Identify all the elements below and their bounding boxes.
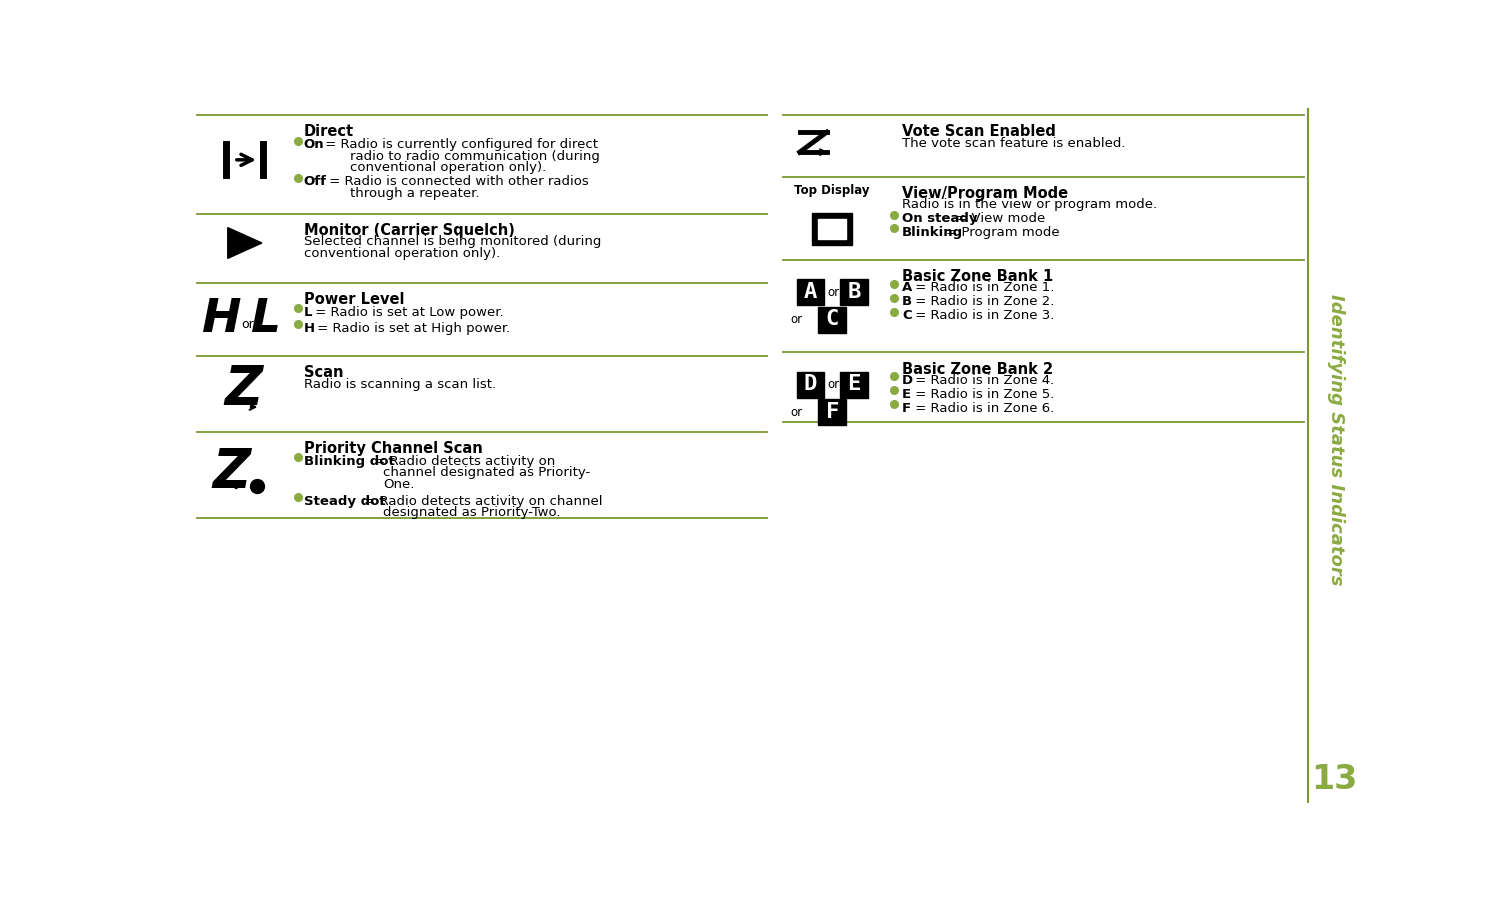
Text: conventional operation only).: conventional operation only).	[304, 247, 500, 260]
Text: = Radio is set at Low power.: = Radio is set at Low power.	[311, 306, 503, 319]
Text: or: or	[242, 318, 254, 331]
Bar	[797, 372, 824, 398]
Text: C: C	[903, 309, 912, 322]
Text: channel designated as Priority-: channel designated as Priority-	[383, 466, 590, 479]
Text: Off: Off	[304, 175, 327, 189]
Text: 13: 13	[1311, 763, 1358, 796]
Text: Vote Scan Enabled: Vote Scan Enabled	[903, 124, 1055, 140]
Bar	[812, 213, 853, 245]
Text: or: or	[827, 378, 839, 391]
Text: Z: Z	[213, 446, 251, 499]
Bar	[818, 307, 847, 333]
Bar	[841, 372, 868, 398]
Text: = Radio is connected with other radios: = Radio is connected with other radios	[325, 175, 590, 189]
Bar	[818, 400, 847, 426]
Text: Basic Zone Bank 2: Basic Zone Bank 2	[903, 362, 1054, 376]
Text: E: E	[903, 388, 912, 400]
Text: = Radio is in Zone 3.: = Radio is in Zone 3.	[910, 309, 1054, 322]
Text: = Radio is in Zone 4.: = Radio is in Zone 4.	[910, 374, 1054, 387]
Text: H: H	[304, 321, 314, 335]
Text: Basic Zone Bank 1: Basic Zone Bank 1	[903, 269, 1054, 284]
Text: A: A	[903, 281, 912, 294]
Text: Blinking: Blinking	[903, 226, 963, 239]
Text: = Radio is in Zone 2.: = Radio is in Zone 2.	[910, 295, 1054, 308]
Text: F: F	[903, 401, 912, 415]
Text: L: L	[304, 306, 311, 319]
Text: Identifying Status Indicators: Identifying Status Indicators	[1328, 294, 1346, 586]
Text: On: On	[304, 138, 325, 152]
Text: radio to radio communication (during: radio to radio communication (during	[351, 150, 600, 163]
Text: Priority Channel Scan: Priority Channel Scan	[304, 441, 482, 456]
Text: Steady dot: Steady dot	[304, 495, 386, 508]
Text: Selected channel is being monitored (during: Selected channel is being monitored (dur…	[304, 235, 602, 248]
Text: B: B	[903, 295, 912, 308]
Text: = Program mode: = Program mode	[942, 226, 1060, 239]
Text: The vote scan feature is enabled.: The vote scan feature is enabled.	[903, 137, 1125, 150]
Text: View/Program Mode: View/Program Mode	[903, 186, 1067, 201]
Text: Monitor (Carrier Squelch): Monitor (Carrier Squelch)	[304, 223, 514, 238]
Text: conventional operation only).: conventional operation only).	[351, 161, 546, 174]
Text: Radio is scanning a scan list.: Radio is scanning a scan list.	[304, 378, 496, 391]
Text: F: F	[826, 401, 839, 421]
Text: Z: Z	[224, 363, 263, 415]
Text: Scan: Scan	[304, 365, 343, 381]
Bar	[841, 280, 868, 306]
Text: or: or	[791, 406, 803, 419]
Text: D: D	[804, 374, 818, 394]
Text: = Radio is currently configured for direct: = Radio is currently configured for dire…	[321, 138, 597, 152]
Text: A: A	[804, 281, 818, 301]
Text: or: or	[791, 314, 803, 327]
Text: Radio is in the view or program mode.: Radio is in the view or program mode.	[903, 198, 1157, 211]
Text: C: C	[826, 309, 839, 329]
Text: E: E	[847, 374, 860, 394]
Text: = Radio detects activity on: = Radio detects activity on	[370, 455, 555, 468]
Text: = Radio is in Zone 1.: = Radio is in Zone 1.	[910, 281, 1054, 294]
Text: On steady: On steady	[903, 212, 977, 226]
Text: designated as Priority-Two.: designated as Priority-Two.	[383, 506, 561, 520]
Text: or: or	[827, 286, 839, 299]
Text: = Radio is set at High power.: = Radio is set at High power.	[313, 321, 510, 335]
Text: Top Display: Top Display	[794, 185, 869, 198]
Text: H: H	[201, 298, 242, 343]
Bar	[797, 280, 824, 306]
Text: = View mode: = View mode	[951, 212, 1045, 226]
Text: One.: One.	[383, 478, 414, 491]
Text: D: D	[903, 374, 913, 387]
Text: Blinking dot: Blinking dot	[304, 455, 395, 468]
Text: = Radio is in Zone 5.: = Radio is in Zone 5.	[910, 388, 1054, 400]
Text: = Radio is in Zone 6.: = Radio is in Zone 6.	[910, 401, 1054, 415]
Polygon shape	[228, 227, 262, 258]
Text: = Radio detects activity on channel: = Radio detects activity on channel	[360, 495, 602, 508]
Bar	[818, 219, 847, 239]
Text: L: L	[251, 298, 281, 343]
Text: Direct: Direct	[304, 124, 354, 140]
Text: B: B	[847, 281, 860, 301]
Text: through a repeater.: through a repeater.	[351, 187, 479, 199]
Text: Power Level: Power Level	[304, 292, 404, 308]
